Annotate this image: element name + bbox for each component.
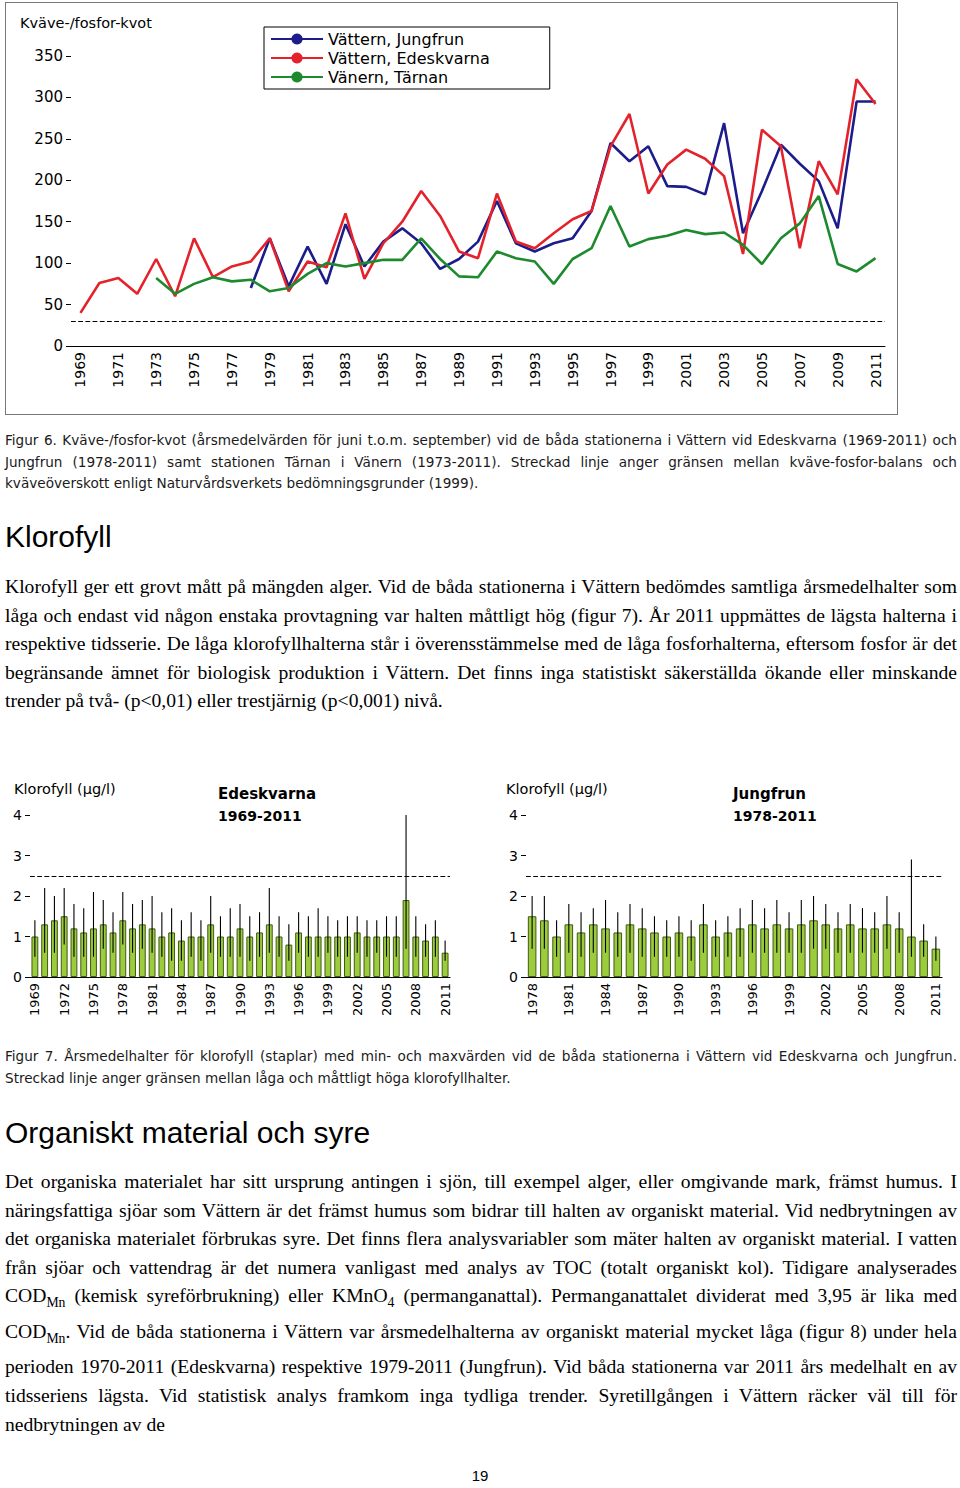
svg-text:2011: 2011: [438, 983, 453, 1016]
svg-text:2011: 2011: [928, 983, 943, 1016]
svg-text:2003: 2003: [716, 352, 732, 388]
svg-text:1996: 1996: [291, 983, 306, 1016]
svg-text:150: 150: [34, 213, 63, 231]
svg-text:1984: 1984: [598, 983, 613, 1016]
svg-text:100: 100: [34, 254, 63, 272]
svg-text:1977: 1977: [224, 352, 240, 388]
svg-text:250: 250: [34, 130, 63, 148]
svg-text:1993: 1993: [527, 352, 543, 388]
svg-text:1981: 1981: [300, 352, 316, 388]
svg-text:1987: 1987: [635, 983, 650, 1016]
svg-text:Vättern, Jungfrun: Vättern, Jungfrun: [328, 30, 464, 49]
svg-text:350: 350: [34, 47, 63, 65]
svg-text:1978-2011: 1978-2011: [733, 808, 817, 824]
svg-text:2007: 2007: [792, 352, 808, 388]
svg-text:1996: 1996: [745, 983, 760, 1016]
svg-text:1993: 1993: [262, 983, 277, 1016]
svg-text:1997: 1997: [603, 352, 619, 388]
svg-text:Klorofyll (µg/l): Klorofyll (µg/l): [14, 781, 116, 797]
svg-text:1: 1: [509, 929, 518, 945]
svg-text:1985: 1985: [375, 352, 391, 388]
svg-text:1978: 1978: [115, 983, 130, 1016]
svg-text:2011: 2011: [868, 352, 884, 388]
svg-text:1989: 1989: [451, 352, 467, 388]
svg-text:1969: 1969: [27, 983, 42, 1016]
svg-text:1995: 1995: [565, 352, 581, 388]
svg-text:1972: 1972: [57, 983, 72, 1016]
svg-text:1971: 1971: [110, 352, 126, 388]
svg-text:2005: 2005: [379, 983, 394, 1016]
svg-text:Klorofyll (µg/l): Klorofyll (µg/l): [506, 781, 608, 797]
svg-text:1978: 1978: [525, 983, 540, 1016]
svg-text:1999: 1999: [782, 983, 797, 1016]
svg-text:1990: 1990: [671, 983, 686, 1016]
svg-text:2: 2: [13, 888, 22, 904]
svg-text:1973: 1973: [148, 352, 164, 388]
svg-text:1984: 1984: [174, 983, 189, 1016]
svg-text:1999: 1999: [320, 983, 335, 1016]
svg-text:3: 3: [13, 848, 22, 864]
svg-text:1987: 1987: [203, 983, 218, 1016]
svg-text:1991: 1991: [489, 352, 505, 388]
svg-text:200: 200: [34, 171, 63, 189]
svg-text:1969: 1969: [72, 352, 88, 388]
svg-text:Jungfrun: Jungfrun: [732, 785, 806, 803]
svg-text:1983: 1983: [337, 352, 353, 388]
svg-text:3: 3: [509, 848, 518, 864]
svg-text:1987: 1987: [413, 352, 429, 388]
svg-text:2008: 2008: [408, 983, 423, 1016]
svg-text:0: 0: [53, 337, 63, 355]
svg-text:2002: 2002: [818, 983, 833, 1016]
svg-text:1990: 1990: [233, 983, 248, 1016]
svg-text:Kväve-/fosfor-kvot: Kväve-/fosfor-kvot: [20, 15, 152, 31]
svg-text:4: 4: [13, 807, 22, 823]
svg-text:0: 0: [509, 969, 518, 985]
svg-text:Vättern, Edeskvarna: Vättern, Edeskvarna: [328, 49, 490, 68]
svg-text:Edeskvarna: Edeskvarna: [218, 785, 316, 803]
html-text:19: 19: [471, 1467, 489, 1484]
svg-text:1993: 1993: [708, 983, 723, 1016]
svg-text:Vänern, Tärnan: Vänern, Tärnan: [328, 68, 448, 87]
svg-text:1979: 1979: [262, 352, 278, 388]
svg-text:1981: 1981: [145, 983, 160, 1016]
svg-text:2009: 2009: [830, 352, 846, 388]
html-text:Det organiska materialet har s: Det organiska materialet har sitt urspru…: [5, 1171, 957, 1435]
svg-text:1999: 1999: [640, 352, 656, 388]
svg-text:1969-2011: 1969-2011: [218, 808, 302, 824]
html-text:Klorofyll ger ett grovt mått p: Klorofyll ger ett grovt mått på mängden …: [5, 576, 957, 712]
svg-text:2008: 2008: [892, 983, 907, 1016]
svg-text:0: 0: [13, 969, 22, 985]
svg-text:1975: 1975: [186, 352, 202, 388]
svg-text:2005: 2005: [855, 983, 870, 1016]
svg-text:1: 1: [13, 929, 22, 945]
html-text:Figur 6. Kväve-/fosfor-kvot (å: Figur 6. Kväve-/fosfor-kvot (årsmedelvär…: [5, 432, 957, 491]
html-text:Organiskt material och syre: Organiskt material och syre: [5, 1116, 371, 1149]
svg-text:2: 2: [509, 888, 518, 904]
svg-text:1975: 1975: [86, 983, 101, 1016]
svg-text:1981: 1981: [561, 983, 576, 1016]
html-text:Figur 7. Årsmedelhalter för kl: Figur 7. Årsmedelhalter för klorofyll (s…: [5, 1048, 957, 1086]
svg-text:2001: 2001: [678, 352, 694, 388]
svg-text:4: 4: [509, 807, 518, 823]
html-text:Klorofyll: Klorofyll: [5, 520, 112, 553]
svg-text:50: 50: [44, 296, 63, 314]
svg-text:2005: 2005: [754, 352, 770, 388]
svg-text:2002: 2002: [350, 983, 365, 1016]
svg-text:300: 300: [34, 88, 63, 106]
